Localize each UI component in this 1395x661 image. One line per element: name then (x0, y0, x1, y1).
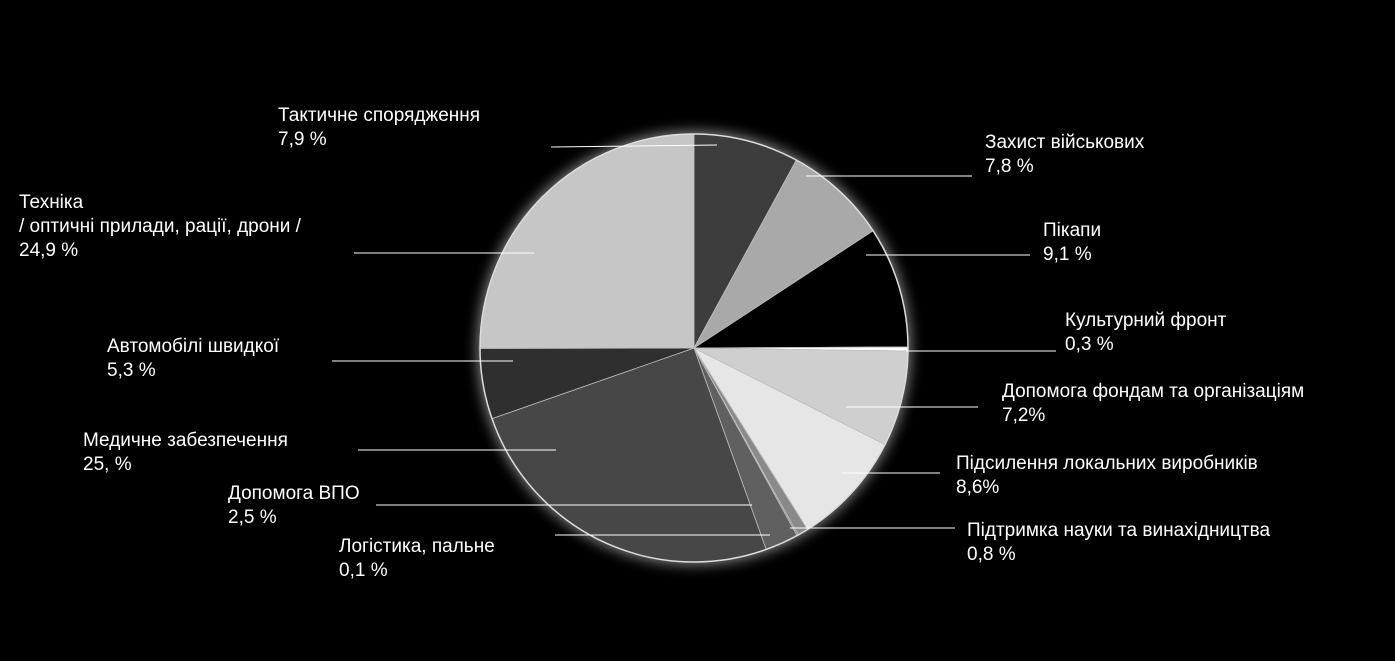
label-name: Захист військових (985, 132, 1145, 153)
label-name-sub: / оптичні прилади, рації, дрони / (19, 216, 301, 237)
pie-slices (479, 133, 909, 563)
label-name: Медичне забезпечення (83, 430, 288, 451)
label-name: Підтримка науки та винахідництва (967, 520, 1271, 541)
label-pickups: Пікапи 9,1 % (1043, 219, 1101, 267)
label-value: 0,1 % (339, 560, 388, 581)
label-value: 0,8 % (967, 544, 1016, 565)
label-name: Підсилення локальних виробників (956, 453, 1258, 474)
label-name: Культурний фронт (1065, 310, 1227, 331)
label-tactical-gear: Тактичне спорядження 7,9 % (278, 104, 480, 152)
leader-lines (332, 144, 1056, 536)
pie-rim (479, 133, 909, 563)
label-value: 24,9 % (19, 240, 79, 261)
label-value: 9,1 % (1043, 244, 1092, 265)
label-equipment: Техніка / оптичні прилади, рації, дрони … (19, 191, 301, 263)
label-medical-supply: Медичне забезпечення 25, % (83, 429, 288, 477)
label-value: 25, % (83, 454, 132, 475)
label-value: 2,5 % (228, 507, 277, 528)
label-value: 5,3 % (107, 360, 156, 381)
label-name: Допомога ВПО (228, 483, 360, 504)
label-local-producers: Підсилення локальних виробників 8,6% (956, 452, 1258, 500)
label-military-protection: Захист військових 7,8 % (985, 131, 1144, 179)
label-value: 7,8 % (985, 156, 1034, 177)
label-cultural-front: Культурний фронт 0,3 % (1065, 309, 1226, 357)
label-value: 7,9 % (278, 129, 327, 150)
label-value: 8,6% (956, 477, 1000, 498)
label-idp-help: Допомога ВПО 2,5 % (228, 482, 360, 530)
label-name: Автомобілі швидкої (107, 336, 280, 357)
label-name: Техніка (19, 192, 84, 213)
label-ambulances: Автомобілі швидкої 5,3 % (107, 335, 279, 383)
label-value: 7,2% (1002, 405, 1046, 426)
label-value: 0,3 % (1065, 334, 1114, 355)
leader-line (550, 144, 718, 148)
slice-equipment (479, 133, 695, 349)
label-logistics-fuel: Логістика, пальне 0,1 % (339, 535, 495, 583)
label-name: Допомога фондам та організаціям (1002, 381, 1305, 402)
label-funds-help: Допомога фондам та організаціям 7,2% (1002, 380, 1304, 428)
label-name: Пікапи (1043, 220, 1102, 241)
label-name: Логістика, пальне (339, 536, 495, 557)
label-science-support: Підтримка науки та винахідництва 0,8 % (967, 519, 1270, 567)
label-name: Тактичне спорядження (278, 105, 481, 126)
